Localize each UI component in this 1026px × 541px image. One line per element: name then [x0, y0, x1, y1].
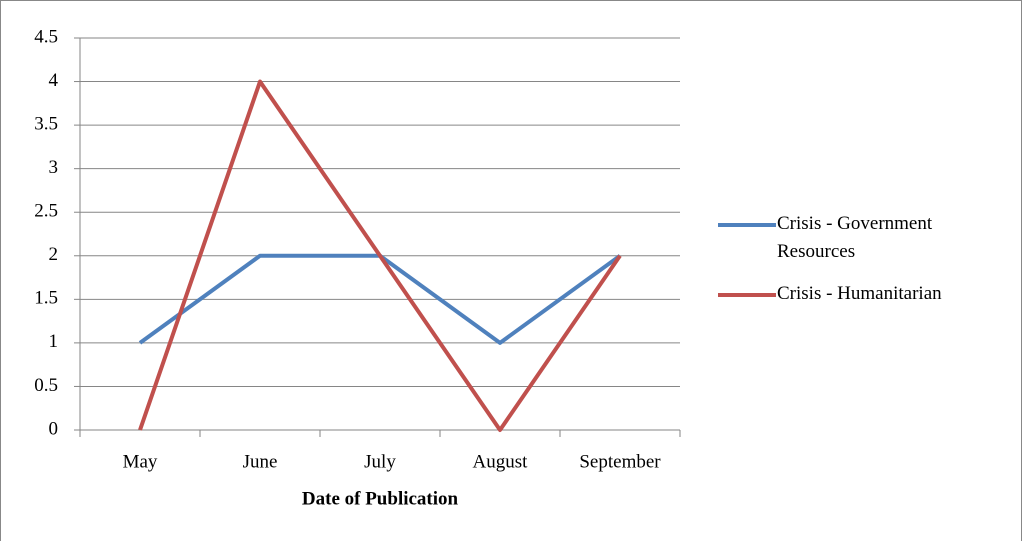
legend-label: Crisis - Humanitarian: [777, 283, 942, 304]
legend-entry: Crisis - Government Resources: [718, 210, 1018, 266]
x-tick-label: June: [243, 451, 278, 472]
y-tick-label: 4: [49, 70, 59, 91]
x-tick-label: August: [473, 451, 529, 472]
y-tick-label: 3: [49, 157, 59, 178]
y-tick-label: 1: [49, 331, 59, 352]
legend-label: Crisis - Government Resources: [777, 213, 933, 262]
x-axis-title: Date of Publication: [302, 488, 459, 509]
series-line: [138, 79, 622, 432]
y-tick-label: 2.5: [34, 201, 58, 222]
y-tick-label: 4.5: [34, 26, 58, 47]
y-tick-label: 0: [49, 418, 59, 439]
legend-swatch: [718, 223, 776, 227]
x-tick-label: May: [123, 451, 158, 472]
y-tick-label: 1.5: [34, 288, 58, 309]
y-tick-label: 0.5: [34, 375, 58, 396]
legend: Crisis - Government Resources Crisis - Hu…: [718, 210, 1018, 322]
x-tick-label: September: [579, 451, 661, 472]
legend-entry: Crisis - Humanitarian: [718, 280, 1018, 308]
x-tick-label: July: [364, 451, 396, 472]
y-tick-label: 2: [49, 244, 59, 265]
legend-swatch: [718, 293, 776, 297]
y-tick-label: 3.5: [34, 113, 58, 134]
